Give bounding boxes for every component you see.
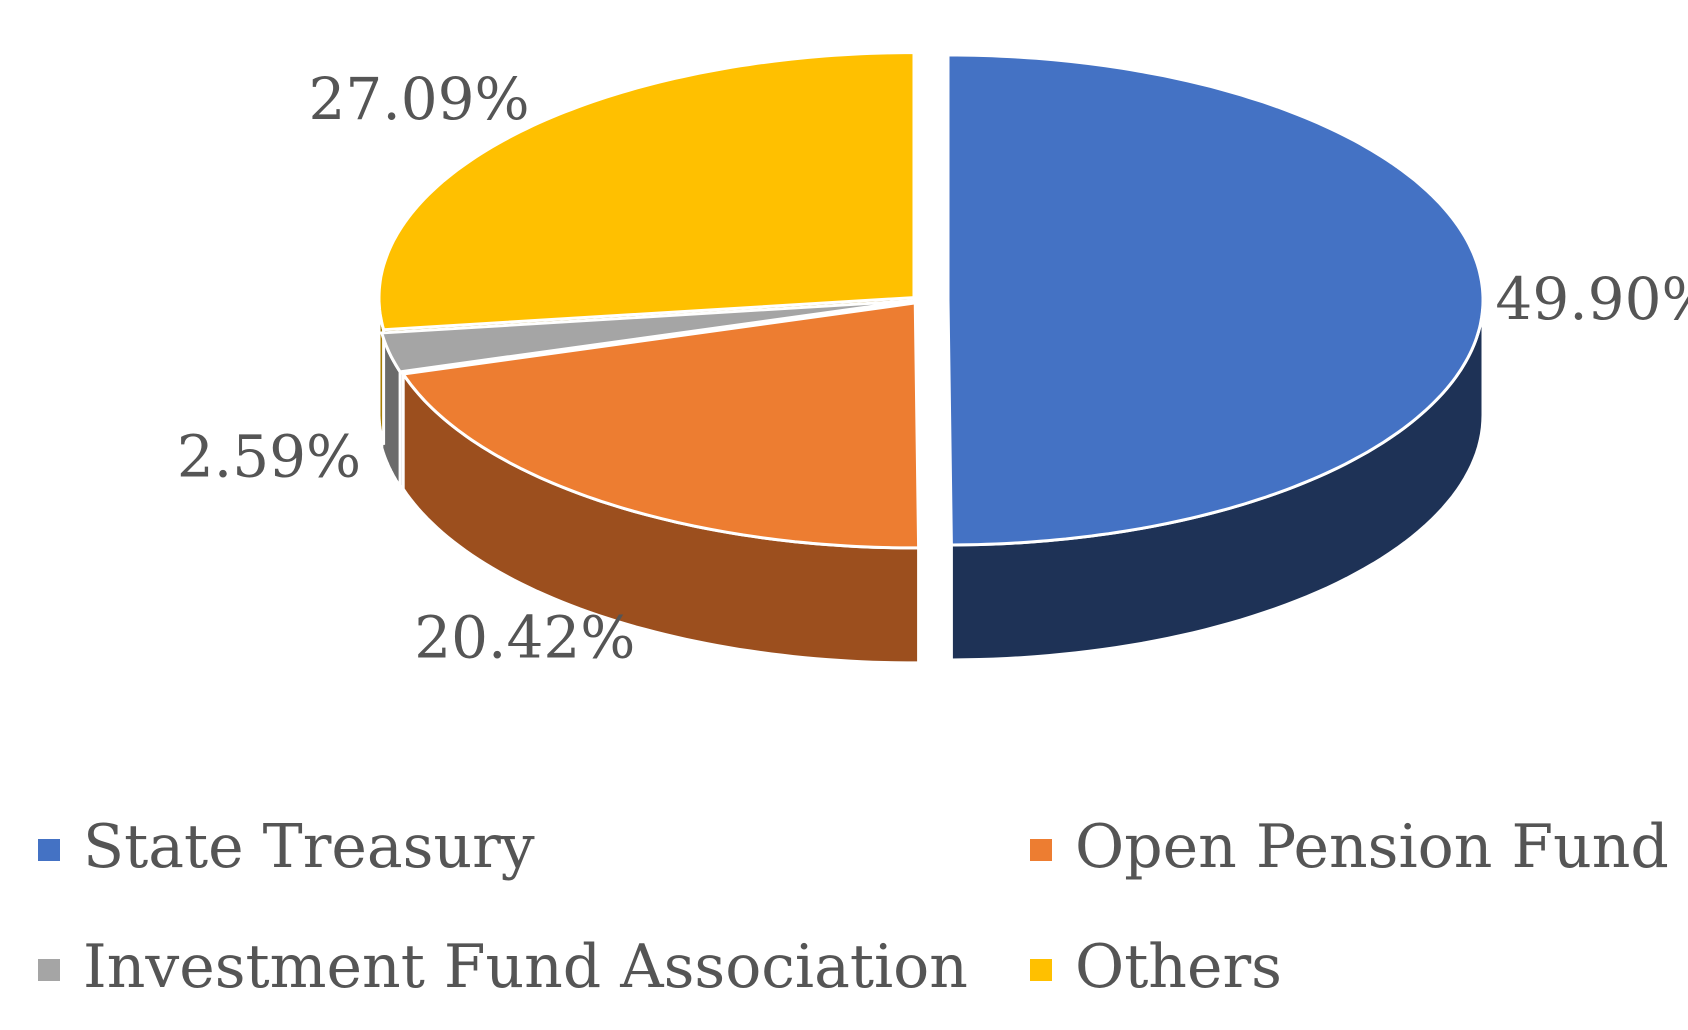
legend-item-others: Others	[1030, 932, 1282, 1002]
legend-item-investment-fund-association: Investment Fund Association	[38, 932, 968, 1002]
data-label-others: 27.09%	[309, 65, 530, 133]
legend-swatch	[1030, 959, 1052, 981]
data-label-open-pension-fund: 20.42%	[414, 604, 635, 672]
data-label-investment-fund-association: 2.59%	[177, 422, 361, 490]
legend-swatch	[38, 959, 60, 981]
legend-label: Others	[1075, 932, 1282, 1002]
legend-swatch	[1030, 839, 1052, 861]
data-label-state-treasury: 49.90%	[1495, 265, 1688, 333]
legend-label: Open Pension Fund	[1075, 812, 1669, 882]
legend-label: Investment Fund Association	[83, 932, 968, 1002]
legend-item-state-treasury: State Treasury	[38, 812, 535, 882]
legend-swatch	[38, 839, 60, 861]
slice-state-treasury	[946, 53, 1485, 547]
legend-label: State Treasury	[83, 812, 535, 882]
legend-item-open-pension-fund: Open Pension Fund	[1030, 812, 1669, 882]
slice-open-pension-fund	[400, 301, 921, 550]
legend: State Treasury Open Pension Fund Investmen…	[38, 812, 1669, 1002]
slice-others	[377, 51, 916, 332]
slice-investment-fund-association	[379, 299, 913, 374]
pie-slices	[377, 51, 1485, 665]
data-labels: 49.90% 20.42% 2.59% 27.09%	[177, 65, 1688, 672]
